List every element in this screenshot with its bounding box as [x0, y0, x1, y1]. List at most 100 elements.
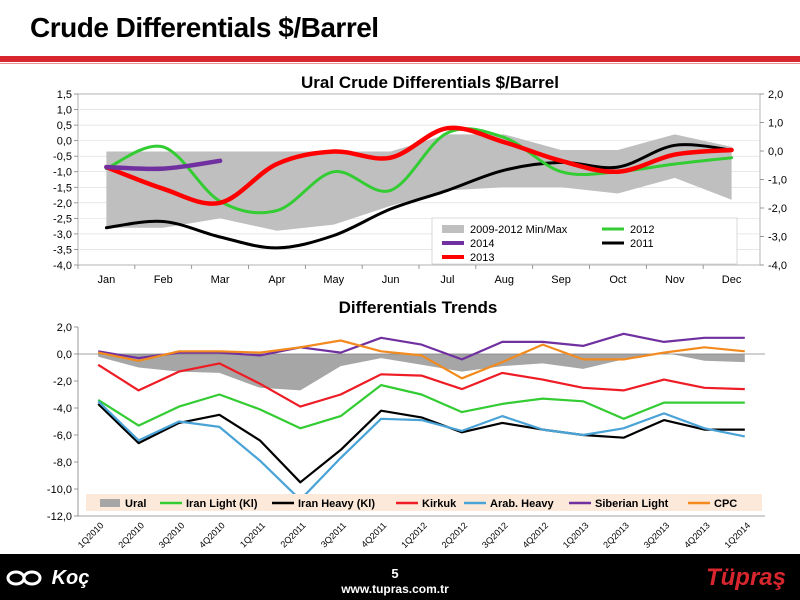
x-tick-label: Apr: [268, 274, 285, 286]
y2-tick-label: -4,0: [768, 260, 787, 272]
y-tick-label: -2,0: [53, 376, 72, 388]
x-tick-label: 3Q2011: [319, 520, 348, 549]
y-tick-label: 1,0: [57, 105, 72, 117]
series-line-kirkuk: [97, 362, 745, 408]
legend-label-cpc: CPC: [714, 498, 737, 510]
x-tick-label: Feb: [154, 274, 173, 286]
x-tick-label: 2Q2012: [440, 520, 470, 550]
legend-label-iran-heavy-kl: Iran Heavy (Kl): [298, 498, 375, 510]
chart2-legend: Ural Iran Light (Kl) Iran Heavy (Kl) Kirkuk…: [86, 494, 762, 511]
y2-tick-label: -3,0: [768, 232, 787, 244]
y-tick-label: -3,0: [53, 229, 72, 241]
x-tick-label: 1Q2011: [238, 520, 267, 549]
y-tick-label: 0,5: [57, 120, 72, 132]
legend-label-iran-light-kl: Iran Light (Kl): [186, 498, 258, 510]
x-tick-label: 4Q2012: [520, 520, 550, 550]
y2-tick-label: 2,0: [768, 89, 783, 101]
y-tick-label: 2,0: [57, 322, 72, 334]
y-tick-label: 0,0: [57, 136, 72, 148]
x-tick-label: 1Q2014: [722, 520, 752, 550]
y-tick-label: -6,0: [53, 430, 72, 442]
y-tick-label: 0,0: [57, 349, 72, 361]
x-tick-label: 1Q2010: [76, 520, 106, 550]
koc-logo-text: Koç: [51, 567, 90, 589]
x-tick-label: Jun: [382, 274, 400, 286]
x-tick-label: 4Q2011: [359, 520, 388, 549]
series-line-iran-heavy-kl: [97, 403, 745, 484]
legend-label-2012: 2012: [630, 224, 654, 236]
y-tick-label: -4,0: [53, 260, 72, 272]
x-tick-label: 4Q2010: [197, 520, 227, 550]
series-line-siberian-light: [98, 332, 745, 361]
x-tick-label: 2Q2010: [116, 520, 146, 550]
y-tick-label: -12,0: [47, 511, 72, 523]
y-tick-label: -2,5: [53, 213, 72, 225]
legend-swatch-2009-2012-min-max: [442, 225, 464, 233]
legend-label-2009-2012-min-max: 2009-2012 Min/Max: [470, 224, 568, 236]
legend-label-2011: 2011: [630, 238, 654, 250]
website-link[interactable]: www.tupras.com.tr: [341, 582, 449, 596]
legend-label-kirkuk: Kirkuk: [422, 498, 457, 510]
koc-logo: Koç: [6, 567, 89, 590]
chart-title: Differentials Trends: [339, 298, 498, 317]
series-area-ural: [98, 352, 745, 391]
title-divider: [0, 56, 800, 62]
chart-title: Ural Crude Differentials $/Barrel: [301, 73, 559, 92]
y2-tick-label: 1,0: [768, 118, 783, 130]
y2-tick-label: 0,0: [768, 146, 783, 158]
x-tick-label: May: [323, 274, 344, 286]
x-tick-label: Jan: [98, 274, 116, 286]
y-tick-label: -10,0: [47, 484, 72, 496]
x-tick-label: Jul: [440, 274, 454, 286]
legend-label-ural: Ural: [125, 498, 146, 510]
x-tick-label: 3Q2010: [157, 520, 187, 550]
series-line-cpc: [97, 339, 745, 380]
y-tick-label: -1,0: [53, 167, 72, 179]
koc-mark-icon: [6, 570, 42, 586]
chart1-legend: 2009-2012 Min/Max 2012 2014 2011 2013: [431, 217, 738, 265]
x-tick-label: Nov: [665, 274, 685, 286]
x-tick-label: Sep: [551, 274, 571, 286]
y2-tick-label: -2,0: [768, 203, 787, 215]
y-tick-label: -3,5: [53, 244, 72, 256]
y-tick-label: -0,5: [53, 151, 72, 163]
y-tick-label: -1,5: [53, 182, 72, 194]
x-tick-label: 1Q2013: [561, 520, 591, 550]
charts-canvas: Ural Crude Differentials $/Barrel 1,5 1,0 0…: [47, 73, 787, 550]
legend-label-arab-heavy: Arab. Heavy: [490, 498, 554, 510]
legend-box: [86, 494, 762, 511]
x-tick-label: 2Q2013: [601, 520, 631, 550]
series-line-2011: [104, 143, 734, 250]
x-tick-label: 3Q2013: [642, 520, 672, 550]
series-line-iran-light-kl: [97, 384, 745, 430]
slide-title: Crude Differentials $/Barrel: [30, 12, 379, 43]
y-tick-label: -2,0: [53, 198, 72, 210]
x-tick-label: 3Q2012: [480, 520, 510, 550]
legend-label-siberian-light: Siberian Light: [595, 498, 669, 510]
y-tick-label: -4,0: [53, 403, 72, 415]
x-tick-label: 1Q2012: [399, 520, 429, 550]
x-tick-label: 2Q2011: [278, 520, 307, 549]
y-tick-label: -8,0: [53, 457, 72, 469]
differentials-trends-chart: Differentials Trends 2,0 0,0 -2,0 -4,0 -6,0 -8…: [47, 298, 765, 550]
x-tick-label: Oct: [609, 274, 626, 286]
series-line-arab-heavy: [97, 400, 746, 501]
tupras-logo: Tüpraş: [706, 564, 786, 592]
footer-bar: [0, 554, 800, 600]
x-tick-label: 4Q2013: [682, 520, 712, 550]
legend-label-2013: 2013: [470, 252, 494, 264]
title-divider-thin: [0, 63, 800, 64]
x-tick-label: Mar: [211, 274, 230, 286]
tupras-logo-text: Tüpraş: [705, 564, 786, 591]
ural-differentials-chart: Ural Crude Differentials $/Barrel 1,5 1,0 0…: [53, 73, 787, 286]
x-tick-label: Dec: [722, 274, 742, 286]
x-tick-label: Aug: [494, 274, 514, 286]
legend-box: [431, 217, 738, 265]
minmax-band: [106, 134, 732, 231]
legend-label-2014: 2014: [470, 238, 494, 250]
page-number: 5: [391, 566, 399, 581]
series-line-2014: [104, 158, 223, 172]
series-line-2013: [104, 125, 734, 206]
y2-tick-label: -1,0: [768, 175, 787, 187]
legend-swatch-ural: [100, 499, 120, 507]
